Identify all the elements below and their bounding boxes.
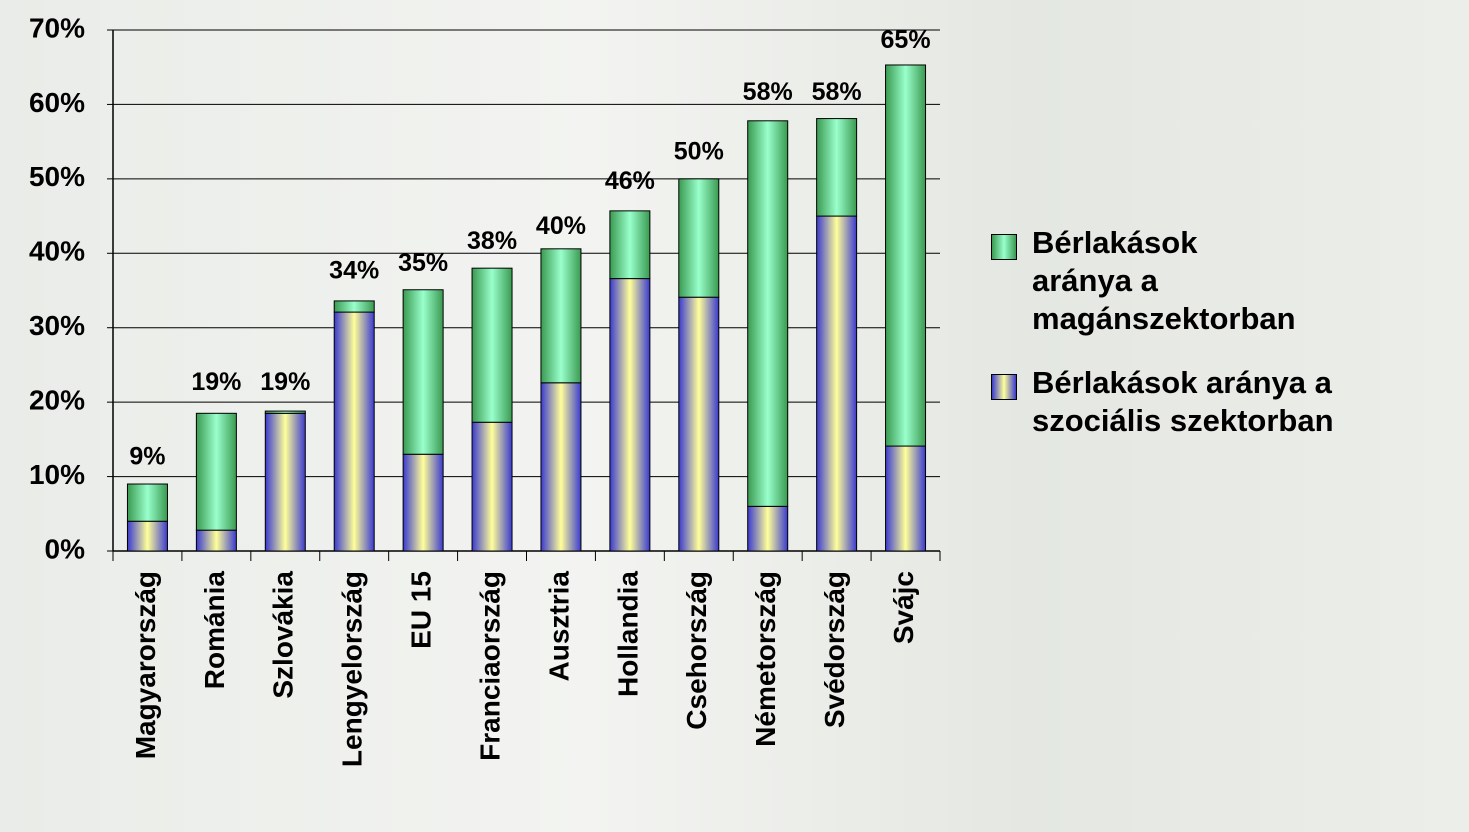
bar-segment bbox=[126, 520, 168, 552]
x-tick-label: Ausztria bbox=[543, 571, 574, 682]
total-label: 58% bbox=[812, 78, 862, 106]
bar-segment bbox=[195, 529, 237, 552]
bar-segment bbox=[402, 453, 444, 552]
y-tick-label: 70% bbox=[29, 12, 85, 43]
total-label: 40% bbox=[536, 212, 586, 240]
legend-label: Bérlakások aránya a szociális szektorban bbox=[1032, 365, 1334, 438]
y-tick-label: 0% bbox=[45, 533, 86, 564]
x-tick-label: Csehország bbox=[681, 571, 712, 730]
bar-segment bbox=[747, 505, 789, 552]
bar-segment bbox=[540, 248, 582, 384]
bar-segment bbox=[747, 120, 789, 507]
total-label: 50% bbox=[674, 137, 724, 165]
bar-segment bbox=[126, 483, 168, 522]
bar-segment bbox=[609, 278, 651, 552]
x-tick-label: Lengyelország bbox=[337, 571, 368, 767]
total-label: 9% bbox=[129, 443, 165, 471]
total-label: 38% bbox=[467, 227, 517, 255]
y-tick-label: 50% bbox=[29, 161, 85, 192]
x-tick-label: Románia bbox=[199, 571, 230, 690]
bar-segment bbox=[885, 445, 927, 552]
y-tick-label: 40% bbox=[29, 236, 85, 267]
x-tick-label: Szlovákia bbox=[268, 571, 299, 699]
y-tick-label: 10% bbox=[29, 459, 85, 490]
bar-segment bbox=[609, 210, 651, 280]
bar-segment bbox=[540, 382, 582, 552]
bar-segment bbox=[816, 215, 858, 552]
y-tick-label: 60% bbox=[29, 87, 85, 118]
bar-segment bbox=[333, 300, 375, 313]
x-tick-label: Németország bbox=[750, 571, 781, 747]
bar-segment bbox=[333, 311, 375, 552]
bar-segment bbox=[885, 64, 927, 447]
x-tick-label: Svédország bbox=[819, 571, 850, 728]
x-tick-label: Franciaország bbox=[474, 571, 505, 761]
total-label: 19% bbox=[191, 368, 241, 396]
total-label: 58% bbox=[743, 78, 793, 106]
bar-segment bbox=[402, 289, 444, 455]
bar-segment bbox=[264, 412, 306, 552]
bar-segment bbox=[264, 410, 306, 414]
legend-swatch bbox=[991, 234, 1017, 260]
legend-swatch bbox=[991, 374, 1017, 400]
x-tick-label: EU 15 bbox=[406, 571, 437, 649]
bar-segment bbox=[471, 267, 513, 423]
total-label: 65% bbox=[881, 26, 931, 54]
total-label: 46% bbox=[605, 167, 655, 195]
bar-segment bbox=[195, 412, 237, 531]
y-tick-label: 30% bbox=[29, 310, 85, 341]
bar-segment bbox=[471, 421, 513, 552]
bar-segment bbox=[678, 178, 720, 298]
total-label: 19% bbox=[260, 368, 310, 396]
total-label: 34% bbox=[329, 257, 379, 285]
x-tick-label: Svájc bbox=[888, 571, 919, 644]
bar-segment bbox=[678, 296, 720, 552]
y-tick-label: 20% bbox=[29, 385, 85, 416]
total-label: 35% bbox=[398, 249, 448, 277]
legend-label: Bérlakások aránya a magánszektorban bbox=[1032, 225, 1296, 336]
x-tick-label: Magyarország bbox=[130, 571, 161, 759]
x-tick-label: Hollandia bbox=[612, 571, 643, 697]
bar-segment bbox=[816, 118, 858, 217]
